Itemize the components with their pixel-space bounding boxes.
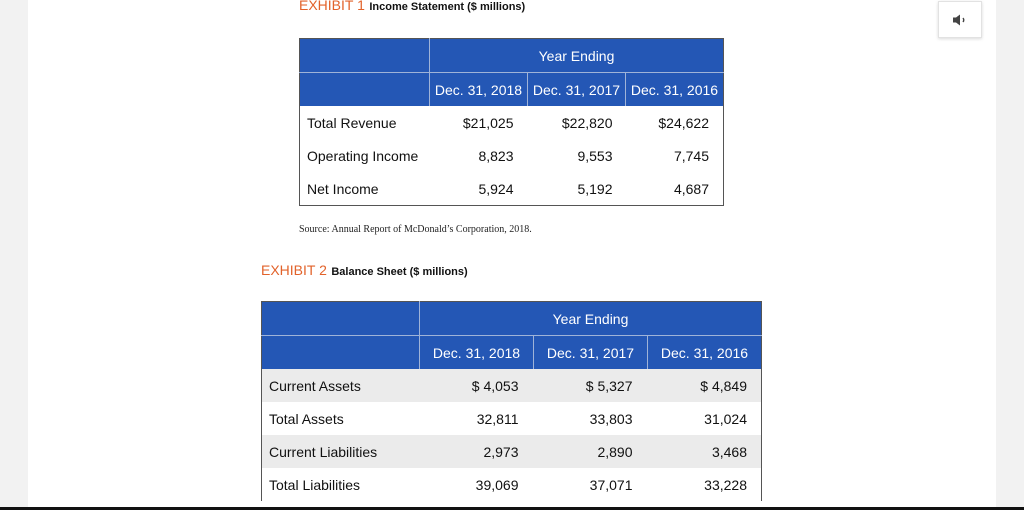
header-year: Dec. 31, 2018 bbox=[429, 72, 528, 106]
header-year: Dec. 31, 2018 bbox=[419, 335, 534, 369]
cell-value: 3,468 bbox=[647, 435, 762, 468]
table-header-row: Year Ending bbox=[261, 301, 762, 336]
cell-value: 2,890 bbox=[533, 435, 648, 468]
exhibit2-title: Balance Sheet ($ millions) bbox=[331, 266, 468, 278]
income-statement-table: Year Ending Dec. 31, 2018 Dec. 31, 2017 … bbox=[299, 38, 724, 206]
table-row: Operating Income 8,823 9,553 7,745 bbox=[300, 139, 724, 172]
cell-value: $22,820 bbox=[561, 114, 613, 131]
row-label: Current Liabilities bbox=[261, 435, 420, 468]
cell-value: 37,071 bbox=[589, 476, 633, 493]
cell-value: $24,622 bbox=[658, 114, 709, 131]
header-year: Dec. 31, 2016 bbox=[625, 72, 724, 106]
cell-value: $ 4,849 bbox=[647, 369, 762, 402]
table-header-row: Year Ending bbox=[299, 38, 724, 73]
header-year: Dec. 31, 2016 bbox=[647, 335, 762, 369]
audio-button[interactable] bbox=[938, 1, 982, 38]
table-header-row: Dec. 31, 2018 Dec. 31, 2017 Dec. 31, 201… bbox=[299, 72, 724, 106]
header-year-ending: Year Ending bbox=[429, 38, 724, 73]
header-year: Dec. 31, 2017 bbox=[527, 72, 626, 106]
cell-value: $ 5,327 bbox=[533, 369, 648, 402]
header-year: Dec. 31, 2017 bbox=[533, 335, 648, 369]
row-label: Operating Income bbox=[307, 147, 419, 164]
cell-value: 7,745 bbox=[673, 147, 709, 164]
table-row: Current Liabilities 2,973 2,890 3,468 bbox=[261, 435, 762, 468]
exhibit2-heading: EXHIBIT 2 Balance Sheet ($ millions) bbox=[261, 263, 468, 279]
cell-value: 8,823 bbox=[478, 147, 514, 164]
speaker-icon bbox=[953, 14, 965, 25]
cell-value: 5,924 bbox=[478, 180, 514, 197]
exhibit1-title: Income Statement ($ millions) bbox=[369, 1, 526, 13]
cell-value: $21,025 bbox=[462, 114, 514, 131]
table-row: Net Income 5,924 5,192 4,687 bbox=[300, 172, 724, 206]
balance-sheet-table: Year Ending Dec. 31, 2018 Dec. 31, 2017 … bbox=[261, 301, 762, 501]
table-header-row: Dec. 31, 2018 Dec. 31, 2017 Dec. 31, 201… bbox=[261, 335, 762, 369]
table-row: Total Assets 32,811 33,803 31,024 bbox=[262, 402, 762, 435]
row-label: Total Revenue bbox=[307, 114, 397, 131]
cell-value: 4,687 bbox=[673, 180, 709, 197]
cell-value: $ 4,053 bbox=[419, 369, 534, 402]
cell-value: 5,192 bbox=[577, 180, 613, 197]
row-label: Current Assets bbox=[261, 369, 420, 402]
header-year-ending: Year Ending bbox=[419, 301, 762, 336]
exhibit1-label: EXHIBIT 1 bbox=[299, 0, 365, 13]
cell-value: 31,024 bbox=[704, 410, 747, 427]
source-note: Source: Annual Report of McDonald’s Corp… bbox=[299, 224, 532, 235]
cell-value: 2,973 bbox=[419, 435, 534, 468]
cell-value: 9,553 bbox=[577, 147, 613, 164]
cell-value: 33,803 bbox=[589, 410, 633, 427]
table-row: Current Assets $ 4,053 $ 5,327 $ 4,849 bbox=[261, 369, 762, 402]
row-label: Total Assets bbox=[269, 410, 344, 427]
row-label: Net Income bbox=[307, 180, 379, 197]
table-row: Total Liabilities 39,069 37,071 33,228 bbox=[262, 468, 762, 501]
exhibit2-label: EXHIBIT 2 bbox=[261, 262, 327, 278]
cell-value: 33,228 bbox=[704, 476, 747, 493]
cell-value: 32,811 bbox=[476, 410, 519, 427]
table-row: Total Revenue $21,025 $22,820 $24,622 bbox=[300, 106, 724, 139]
row-label: Total Liabilities bbox=[269, 476, 361, 493]
exhibit1-heading: EXHIBIT 1 Income Statement ($ millions) bbox=[299, 0, 525, 14]
bottom-divider bbox=[0, 507, 1024, 510]
cell-value: 39,069 bbox=[475, 476, 519, 493]
